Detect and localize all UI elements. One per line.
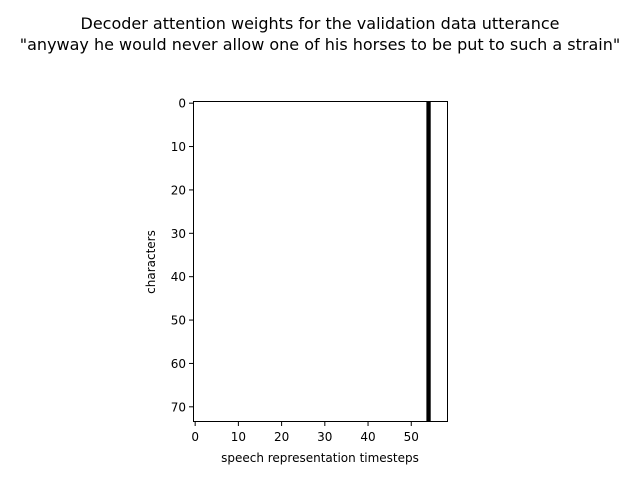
- heatmap-cells: [426, 101, 431, 422]
- y-tick-label: 30: [171, 227, 186, 241]
- plot-area: [193, 101, 448, 422]
- x-tick-label: 20: [274, 430, 289, 444]
- x-axis-label: speech representation timesteps: [221, 451, 419, 465]
- chart-title-line-1: Decoder attention weights for the valida…: [81, 14, 560, 33]
- chart-title-line-2: "anyway he would never allow one of his …: [20, 35, 620, 54]
- attention-column-54: [426, 101, 431, 422]
- y-tick-label: 20: [171, 183, 186, 197]
- y-tick-label: 70: [171, 400, 186, 414]
- x-tick-label: 50: [404, 430, 419, 444]
- y-axis-label: characters: [144, 230, 158, 294]
- x-tick-label: 0: [191, 430, 199, 444]
- x-tick-label: 10: [231, 430, 246, 444]
- y-axis: 0 10 20 30 40 50 60 70: [171, 97, 193, 414]
- x-tick-label: 30: [317, 430, 332, 444]
- heatmap-background: [193, 101, 448, 422]
- x-tick-label: 40: [360, 430, 375, 444]
- y-tick-label: 50: [171, 314, 186, 328]
- y-tick-label: 0: [178, 97, 186, 111]
- plot-frame: [193, 101, 448, 422]
- y-tick-label: 10: [171, 140, 186, 154]
- y-tick-label: 60: [171, 357, 186, 371]
- x-axis: 0 10 20 30 40 50: [191, 422, 419, 444]
- y-tick-label: 40: [171, 270, 186, 284]
